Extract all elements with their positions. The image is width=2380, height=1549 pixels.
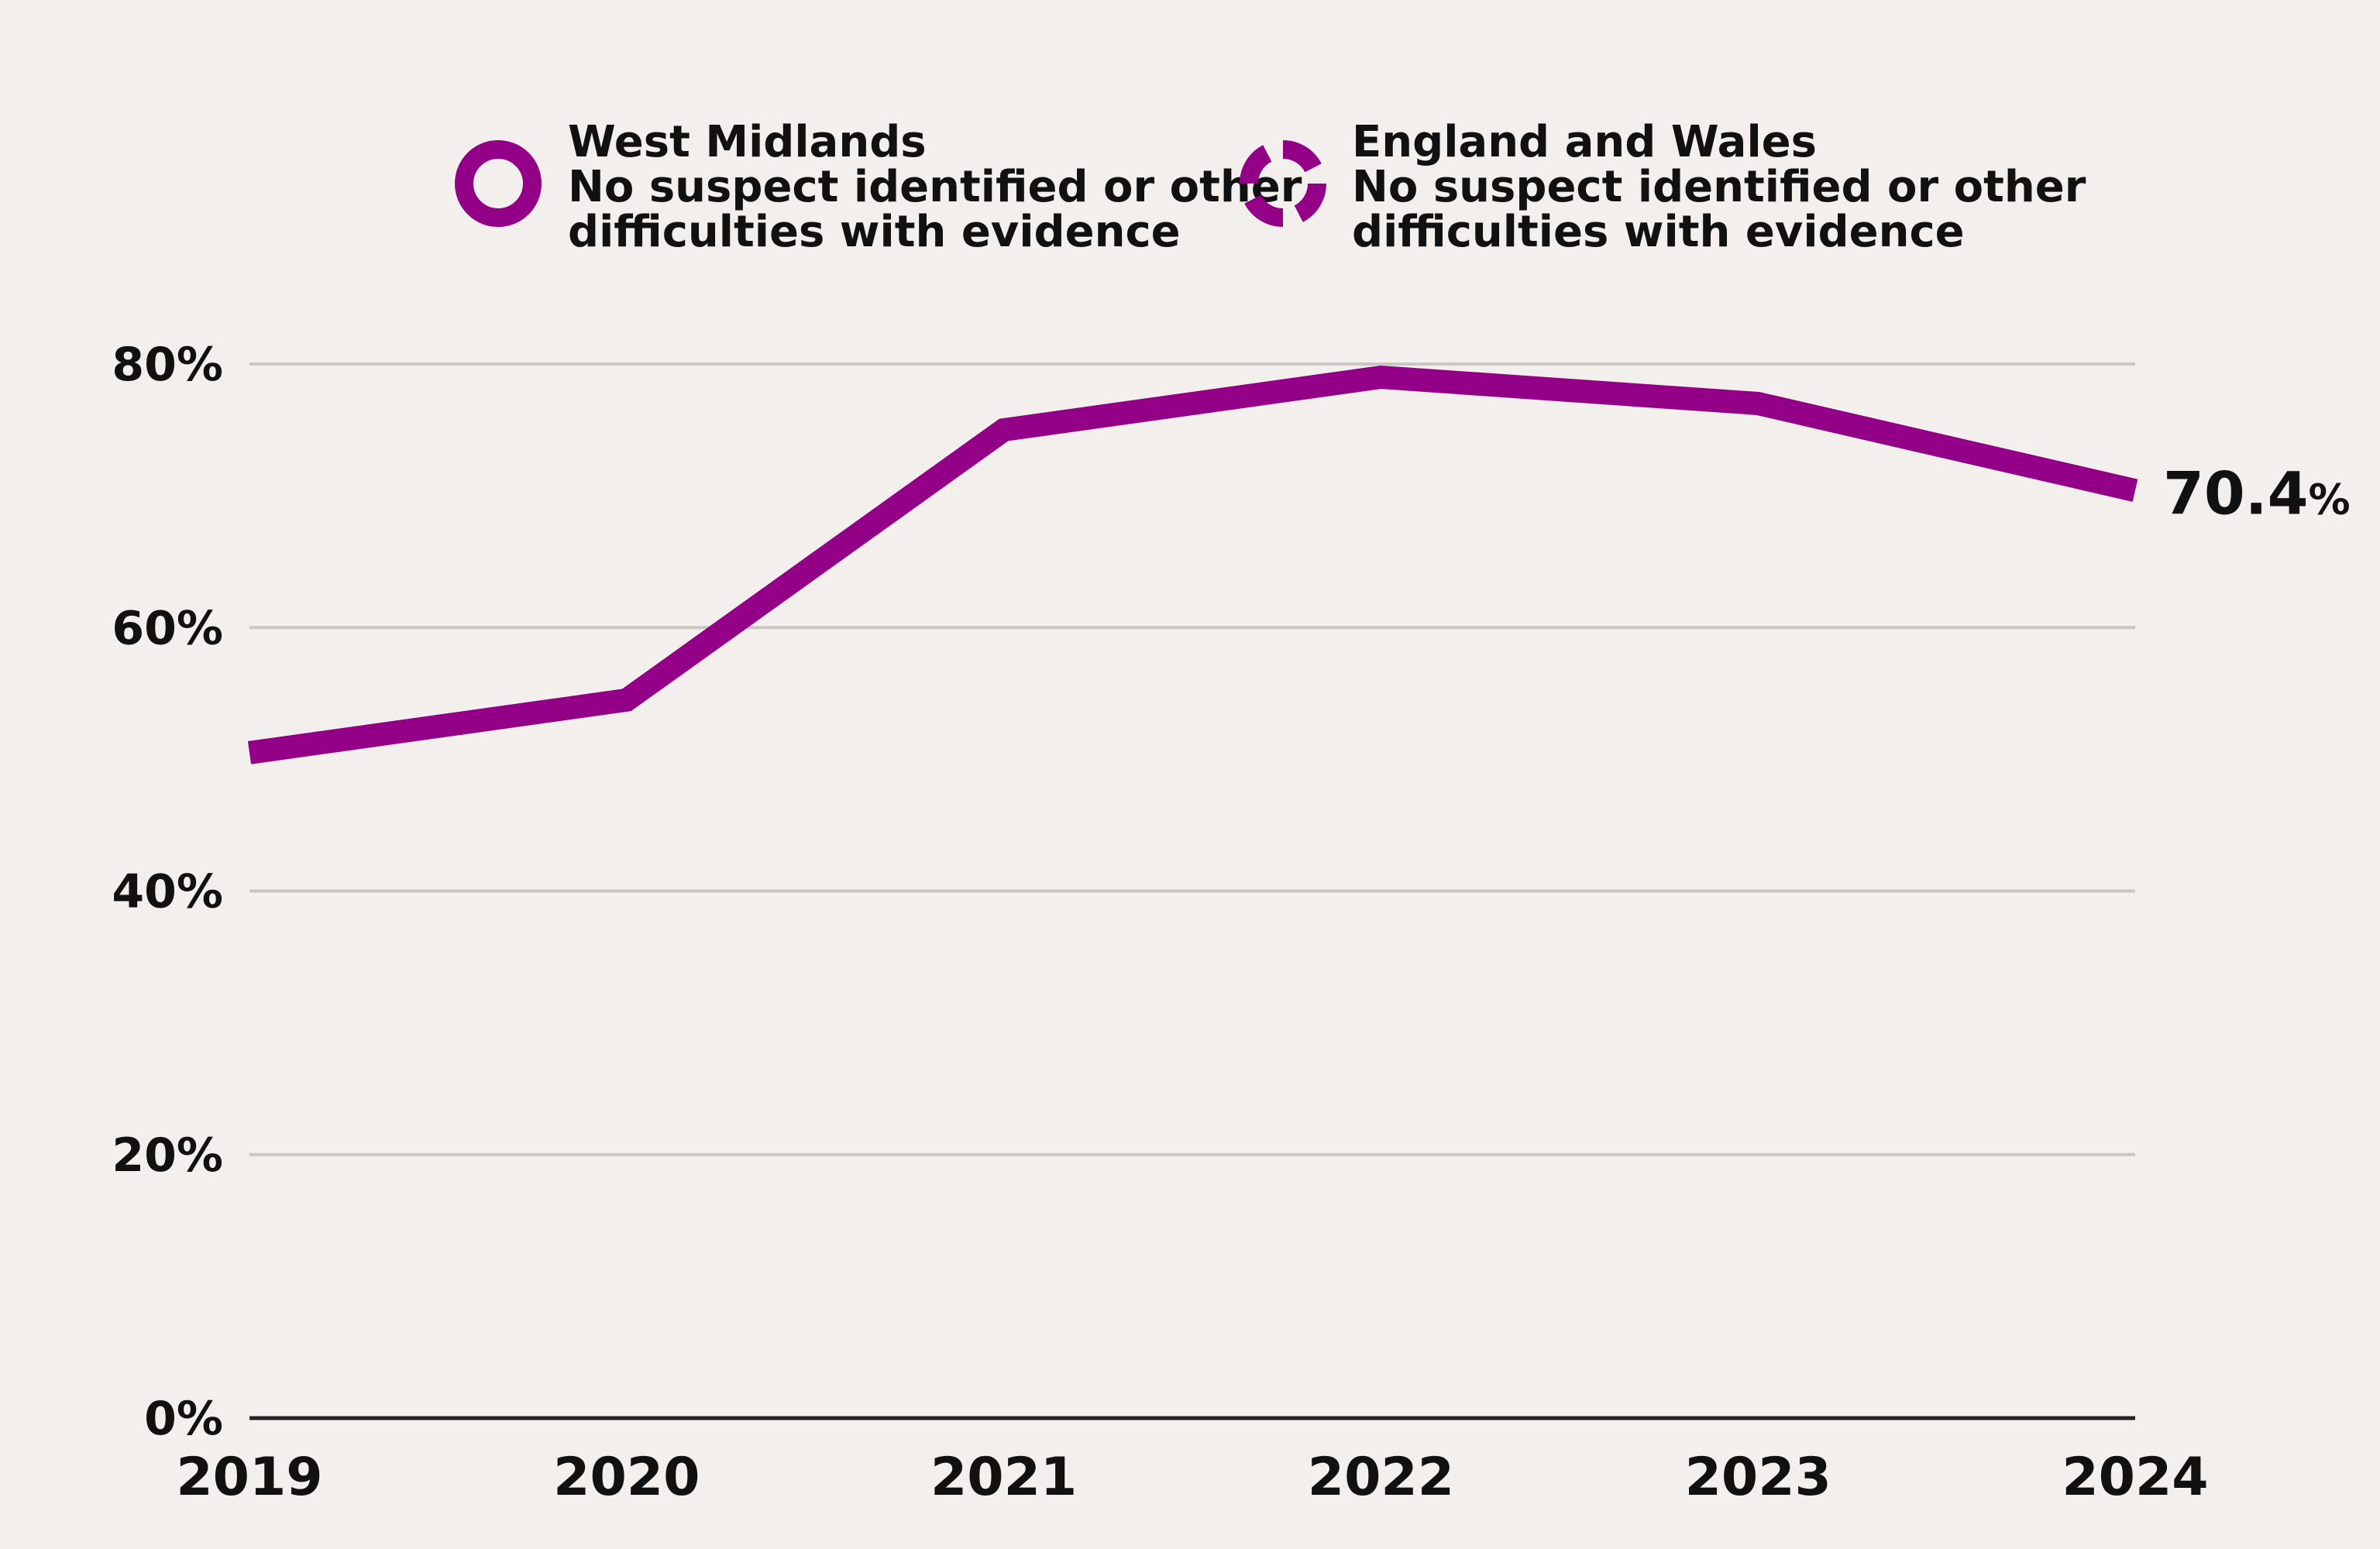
legend-label-line2: No suspect identified or other bbox=[1352, 162, 2086, 212]
legend-label-line3: difficulties with evidence bbox=[1352, 207, 1965, 257]
solid-ring-icon bbox=[455, 140, 542, 227]
y-tick-label: 60% bbox=[112, 601, 223, 655]
legend: West Midlands No suspect identified or o… bbox=[455, 117, 2086, 257]
legend-item-england-and-wales: England and Wales No suspect identified … bbox=[1240, 117, 2086, 257]
dashed-ring-icon bbox=[1240, 140, 1326, 227]
x-axis-tick-labels: 2019 2020 2021 2022 2023 2024 bbox=[176, 1447, 2208, 1508]
legend-label-line1: West Midlands bbox=[568, 117, 927, 167]
y-tick-label: 40% bbox=[112, 865, 223, 919]
series-layer bbox=[247, 365, 2138, 764]
y-tick-label: 80% bbox=[112, 338, 223, 392]
legend-label-line3: difficulties with evidence bbox=[568, 207, 1181, 257]
x-tick-label: 2022 bbox=[1308, 1447, 1454, 1508]
gridlines bbox=[249, 362, 2135, 1156]
x-tick-label: 2024 bbox=[2062, 1447, 2208, 1508]
y-tick-label: 0% bbox=[144, 1392, 223, 1446]
x-tick-label: 2021 bbox=[930, 1447, 1077, 1508]
legend-label-line1: England and Wales bbox=[1352, 117, 1817, 167]
x-tick-label: 2020 bbox=[553, 1447, 700, 1508]
series-line bbox=[247, 365, 2138, 764]
legend-label-line2: No suspect identified or other bbox=[568, 162, 1302, 212]
legend-item-west-midlands: West Midlands No suspect identified or o… bbox=[455, 117, 1302, 257]
y-tick-label: 20% bbox=[112, 1128, 223, 1183]
x-tick-label: 2019 bbox=[176, 1447, 322, 1508]
data-label-layer: 70.4% bbox=[2163, 459, 2351, 527]
x-tick-label: 2023 bbox=[1685, 1447, 1831, 1508]
end-value-label: 70.4% bbox=[2163, 459, 2351, 527]
y-axis-tick-labels: 0% 20% 40% 60% 80% bbox=[112, 338, 223, 1446]
